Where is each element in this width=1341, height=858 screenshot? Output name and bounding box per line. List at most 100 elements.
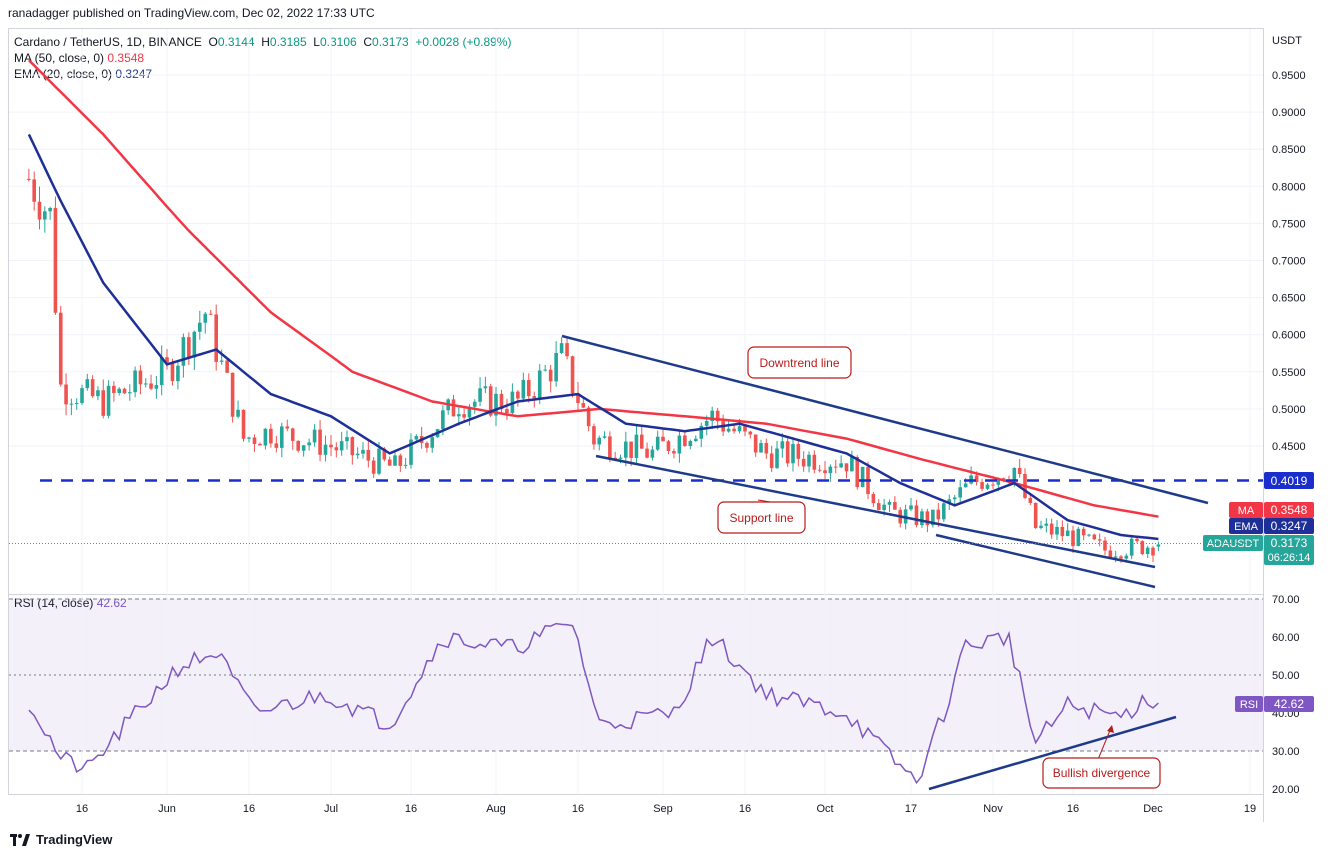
- rsi-line[interactable]: [28, 622, 1159, 785]
- candle: [225, 358, 229, 374]
- price-tick-2: 0.8500: [1272, 144, 1306, 156]
- price-tick-5: 0.7000: [1272, 256, 1306, 268]
- candle: [748, 430, 753, 439]
- candle: [350, 436, 355, 465]
- bullish-callout[interactable]: Bullish divergence: [1042, 757, 1161, 789]
- candle: [355, 447, 360, 459]
- rsi-badge: RSI 42.62: [1235, 696, 1314, 712]
- candle: [149, 374, 153, 391]
- candle: [602, 431, 607, 439]
- price-axis[interactable]: 0.9500 0.9000 0.8500 0.8000 0.7500 0.7000 0.65…: [1272, 70, 1306, 453]
- candle: [844, 463, 849, 479]
- candle: [122, 387, 127, 394]
- rsi-tick-1: 60.00: [1272, 632, 1300, 644]
- candle: [942, 501, 946, 523]
- bullish-callout-connector: [1096, 727, 1112, 763]
- bullish-callout-arrow-icon: [1107, 725, 1114, 733]
- candle: [764, 438, 769, 459]
- candle: [106, 380, 111, 419]
- open-value: 0.3144: [217, 35, 255, 49]
- candle: [230, 372, 235, 423]
- candle: [478, 377, 482, 407]
- candle: [801, 451, 806, 472]
- ma-badge: MA 0.3548: [1229, 502, 1314, 518]
- tradingview-footer[interactable]: TradingView: [10, 832, 112, 847]
- candle: [759, 439, 763, 453]
- price-tick-4: 0.7500: [1272, 218, 1306, 230]
- candle: [203, 311, 208, 334]
- rsi-divergence-line[interactable]: [928, 715, 1177, 791]
- candle: [1092, 533, 1097, 541]
- candle: [672, 448, 676, 459]
- candles: [27, 168, 1161, 563]
- price-tick-9: 0.5000: [1272, 404, 1306, 416]
- downtrend-line[interactable]: [561, 334, 1209, 505]
- candle: [37, 186, 42, 230]
- candle: [1140, 540, 1145, 556]
- candle: [516, 390, 520, 407]
- candle: [1129, 534, 1134, 560]
- candle: [850, 450, 854, 472]
- candle: [398, 453, 403, 473]
- candle: [403, 457, 408, 469]
- price-tick-10: 0.4500: [1272, 441, 1306, 453]
- candle: [176, 360, 180, 390]
- candle: [645, 442, 649, 459]
- symbol-badge-value: 0.3173: [1271, 536, 1308, 550]
- ma-line[interactable]: [28, 59, 1159, 518]
- time-tick-14: 19: [1244, 803, 1256, 815]
- candle: [462, 408, 466, 421]
- candle: [812, 450, 817, 474]
- downtrend-callout-text: Downtrend line: [759, 356, 839, 370]
- symbol-row: Cardano / TetherUS, 1D, BINANCE O0.3144 …: [14, 34, 511, 50]
- candle: [677, 430, 682, 463]
- support-trend-line[interactable]: [595, 454, 1156, 569]
- candle: [796, 440, 801, 467]
- candle: [96, 386, 100, 401]
- candle: [1055, 520, 1059, 540]
- support-callout[interactable]: Support line: [717, 501, 806, 534]
- rsi-tick-0: 70.00: [1272, 594, 1300, 606]
- candle: [683, 431, 687, 447]
- ma-badge-tag: MA: [1238, 505, 1255, 517]
- ema-line[interactable]: [27, 133, 1159, 541]
- candle: [43, 206, 47, 233]
- rsi-line-layer: [28, 622, 1159, 785]
- candle: [743, 425, 747, 437]
- candle: [909, 498, 913, 512]
- time-tick-12: 16: [1067, 803, 1079, 815]
- candle: [925, 508, 930, 533]
- candle: [133, 366, 137, 398]
- candle: [154, 375, 159, 399]
- candle: [252, 434, 257, 452]
- candle: [833, 459, 838, 474]
- symbol-title[interactable]: Cardano / TetherUS, 1D, BINANCE: [14, 35, 202, 49]
- time-axis[interactable]: 16 Jun 16 Jul 16 Aug 16 Sep 16 Oct 17 Nov 16 Dec 19: [76, 803, 1256, 815]
- candle: [554, 341, 558, 387]
- candle: [732, 424, 736, 434]
- support-callout-text: Support line: [729, 511, 793, 525]
- candle: [494, 387, 498, 427]
- publisher-line: ranadagger published on TradingView.com,…: [8, 6, 375, 20]
- symbol-badge: ADAUSDT 0.3173 06:26:14: [1203, 535, 1314, 565]
- candle: [219, 349, 224, 365]
- price-axis-title: USDT: [1272, 35, 1302, 47]
- ema-badge: EMA 0.3247: [1229, 518, 1314, 534]
- candle: [639, 425, 644, 449]
- tradingview-logo-icon: [10, 833, 30, 846]
- candle: [769, 445, 774, 473]
- candle: [53, 196, 58, 315]
- rsi-tick-5: 20.00: [1272, 784, 1300, 796]
- level-badge-text: 0.4019: [1271, 474, 1308, 488]
- candle: [269, 423, 273, 448]
- downtrend-callout[interactable]: Downtrend line: [747, 346, 852, 379]
- candle: [688, 439, 693, 450]
- candle: [1076, 526, 1081, 547]
- candle: [565, 338, 569, 360]
- candle: [791, 437, 795, 472]
- candle: [860, 466, 865, 488]
- candle: [559, 337, 564, 355]
- candle: [931, 509, 935, 528]
